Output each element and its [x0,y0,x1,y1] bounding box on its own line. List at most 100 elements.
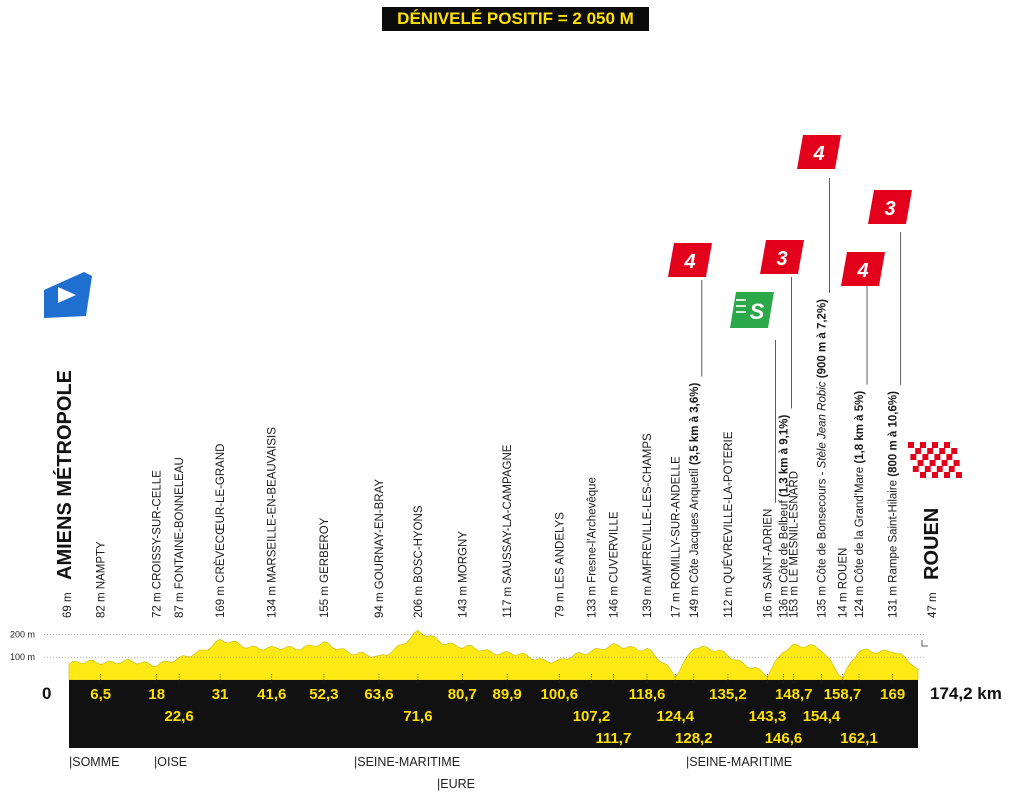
altitude-scale-label: 100 m [10,652,35,662]
waypoint-label-part: 149 m [689,583,701,618]
checker-cell [923,460,930,466]
km-marker-label: 80,7 [448,686,477,703]
km-marker-label: 118,6 [629,686,666,703]
waypoint-label-part: LE MESNIL-ESNARD [789,471,801,583]
km-marker-label: 158,7 [824,686,862,703]
waypoint-label-part: AMFREVILLE-LES-CHAMPS [642,433,654,584]
waypoint-label: 79 m LES ANDELYS [554,512,566,618]
km-marker-label: 146,6 [765,730,803,747]
waypoint-label-part: 69 m [62,592,74,618]
region-label: |SOMME [69,755,119,769]
waypoint-label-part: (1,8 km à 5%) [854,391,866,467]
waypoint-label-part: Fresne-l'Archevêque [586,477,598,583]
checker-cell [915,448,922,454]
checker-cell [951,448,958,454]
finish-flag-icon [908,442,962,478]
waypoint-label-part: 94 m [374,589,386,618]
waypoint-label-part: Rampe Saint-Hilaire [888,480,900,583]
checker-cell [910,454,917,460]
checker-cell [920,472,926,478]
checker-cell [912,466,919,472]
waypoint-label-part: 139 m [642,583,654,618]
waypoint-label-part: 17 m [670,589,682,618]
checker-cell [936,466,943,472]
km-marker-label: 143,3 [749,708,787,725]
waypoint-label-part: 124 m [854,583,866,618]
checker-cell [927,448,934,454]
checker-cell [940,454,947,460]
waypoint-label-part: Côte de la Grand'Mare [854,467,866,583]
waypoint-label-part: (1,3 km à 9,1%) [778,415,790,501]
checker-cell [941,460,948,466]
waypoint-label-part: CUVERVILLE [608,511,620,583]
km-marker-label: 18 [148,686,165,703]
waypoint-label-part: Côte de Bonsecours - [817,468,829,582]
checker-cell [932,442,938,448]
km-marker-label: 31 [212,686,229,703]
finish-bracket [921,640,928,647]
waypoint-label: 82 m NAMPTY [96,541,108,618]
waypoint-label-part: GERBEROY [319,517,331,583]
checker-cell [921,448,928,454]
waypoint-label: 14 m ROUEN [837,548,849,618]
checker-cell [956,472,962,478]
waypoint-label: 94 m GOURNAY-EN-BRAY [374,479,386,618]
checker-cell [933,448,940,454]
waypoint-label-part: 14 m [837,589,849,618]
waypoint-label: 112 m QUÉVREVILLE-LA-POTERIE [722,431,735,618]
climb-category-flag: 4 [797,135,841,169]
waypoint-label: 206 m BOSC-HYONS [413,505,425,618]
waypoint-label-part: 155 m [319,583,331,618]
checker-cell [916,454,923,460]
climb-flag-shape [841,252,885,286]
waypoint-label-part: (3,5 km à 3,6%) [689,383,701,469]
waypoint-label-part: 146 m [608,583,620,618]
waypoint-label-part: (900 m à 7,2%) [817,299,829,382]
region-label: |OISE [154,755,187,769]
waypoint-label-part: 131 m [888,583,900,618]
km-marker-label: 162,1 [840,730,878,747]
waypoint-label-part: BOSC-HYONS [413,505,425,583]
checker-cell [926,442,932,448]
checker-cell [944,472,950,478]
waypoint-label-part: ROUEN [837,548,849,590]
waypoint-label: 131 m Rampe Saint-Hilaire (800 m à 10,6%… [888,391,900,618]
checker-cell [914,472,920,478]
waypoint-label-part: 82 m [96,589,108,618]
waypoint-label-part: MORGNY [457,531,469,583]
km-marker-label: 71,6 [403,708,432,725]
checker-cell [950,442,956,448]
km-marker-label: 148,7 [775,686,813,703]
checker-cell [938,442,944,448]
checker-cell [932,472,938,478]
elevation-gain-banner: DÉNIVELÉ POSITIF = 2 050 M [382,7,649,31]
waypoint-label: 169 m CRÈVECŒUR-LE-GRAND [214,444,227,618]
climb-flag-shape [797,135,841,169]
checker-cell [953,460,960,466]
checker-cell [948,466,955,472]
waypoint-label-part: 136 m [778,583,790,618]
checker-cell [934,454,941,460]
checker-cell [920,442,926,448]
waypoint-label-part: 133 m [586,583,598,618]
waypoint-label: 124 m Côte de la Grand'Mare (1,8 km à 5%… [854,391,866,618]
checker-cell [922,454,929,460]
waypoint-label: 149 m Côte Jacques Anquetil (3,5 km à 3,… [689,383,701,618]
waypoint-label: 146 m CUVERVILLE [608,511,620,618]
km-marker-label: 169 [880,686,905,703]
checker-cell [928,454,935,460]
sprint-flag-shape [730,292,774,328]
waypoint-label-part: 79 m [554,589,566,618]
waypoint-label: 136 m Côte de Belbeuf (1,3 km à 9,1%) [778,415,790,618]
altitude-scale-label: 200 m [10,629,35,639]
waypoint-label: 87 m FONTAINE-BONNELEAU [174,457,186,618]
checker-cell [914,442,920,448]
waypoint-label-part: Côte de Belbeuf [778,500,790,583]
checker-cell [909,448,916,454]
distance-zero-label: 0 [42,684,51,703]
region-label: |EURE [437,777,475,791]
km-marker-label: 128,2 [675,730,713,747]
waypoint-label-part: 153 m [789,583,801,618]
ground-band [69,680,918,748]
km-marker-label: 154,4 [803,708,841,725]
